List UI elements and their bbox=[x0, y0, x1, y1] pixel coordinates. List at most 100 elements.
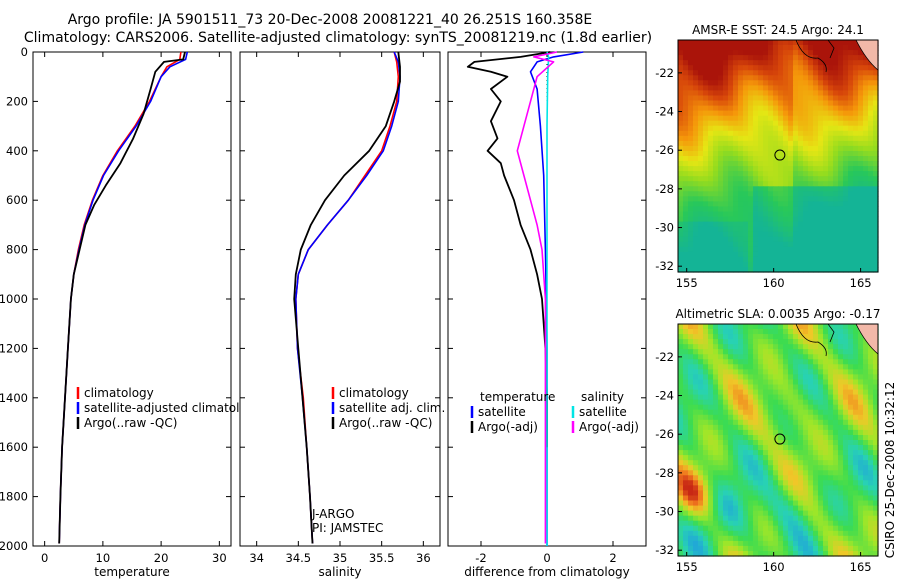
map-cell bbox=[768, 65, 774, 71]
map-cell bbox=[773, 414, 779, 421]
map-cell bbox=[848, 236, 854, 243]
map-cell bbox=[853, 435, 859, 441]
map-cell bbox=[808, 349, 814, 355]
map-cell bbox=[873, 359, 879, 365]
map-cell bbox=[718, 241, 724, 248]
map-cell bbox=[698, 485, 704, 491]
map-cell bbox=[848, 176, 854, 182]
map-cell bbox=[868, 186, 874, 192]
map-cell bbox=[758, 201, 764, 207]
map-cell bbox=[738, 414, 744, 421]
map-cell bbox=[813, 460, 819, 466]
map-cell bbox=[818, 186, 824, 192]
map-cell bbox=[828, 379, 834, 386]
map-cell bbox=[738, 500, 744, 507]
map-cell bbox=[738, 151, 744, 157]
map-cell bbox=[723, 515, 729, 522]
map-cell bbox=[708, 551, 714, 557]
map-cell bbox=[813, 485, 819, 491]
map-cell bbox=[693, 440, 699, 446]
map-cell bbox=[768, 231, 774, 238]
map-cell bbox=[763, 125, 769, 132]
map-cell bbox=[723, 535, 729, 542]
map-cell bbox=[713, 424, 719, 431]
map-cell bbox=[873, 424, 879, 431]
map-cell bbox=[788, 525, 794, 532]
map-cell bbox=[758, 490, 764, 496]
map-cell bbox=[763, 394, 769, 401]
map-cell bbox=[758, 530, 764, 537]
map-cell bbox=[708, 206, 714, 212]
map-cell bbox=[788, 221, 794, 228]
map-cell bbox=[823, 161, 829, 167]
map-cell bbox=[788, 540, 794, 547]
map-cell bbox=[833, 409, 839, 416]
map-cell bbox=[858, 105, 864, 112]
map-cell bbox=[708, 540, 714, 547]
map-cell bbox=[678, 75, 684, 81]
map-cell bbox=[688, 231, 694, 238]
map-cell bbox=[753, 231, 759, 238]
map-cell bbox=[848, 505, 854, 512]
map-cell bbox=[833, 130, 839, 137]
map-cell bbox=[728, 384, 734, 391]
map-cell bbox=[788, 145, 794, 152]
map-cell bbox=[773, 80, 779, 86]
map-cell bbox=[833, 440, 839, 446]
map-cell bbox=[808, 221, 814, 228]
map-cell bbox=[813, 465, 819, 471]
map-cell bbox=[868, 211, 874, 218]
map-cell bbox=[808, 480, 814, 486]
map-cell bbox=[873, 379, 879, 386]
map-cell bbox=[718, 231, 724, 238]
map-cell bbox=[683, 409, 689, 416]
map-cell bbox=[838, 45, 844, 51]
map-cell bbox=[813, 515, 819, 522]
map-cell bbox=[778, 145, 784, 152]
map-cell bbox=[713, 60, 719, 66]
map-cell bbox=[693, 196, 699, 202]
map-cell bbox=[703, 394, 709, 401]
map-cell bbox=[718, 379, 724, 386]
map-cell bbox=[688, 384, 694, 391]
map-cell bbox=[763, 140, 769, 147]
map-cell bbox=[758, 156, 764, 162]
map-cell bbox=[793, 75, 799, 81]
map-cell bbox=[788, 216, 794, 223]
map-cell bbox=[863, 231, 869, 238]
map-cell bbox=[738, 450, 744, 456]
map-cell bbox=[718, 55, 724, 61]
map-cell bbox=[848, 55, 854, 61]
map-cell bbox=[793, 455, 799, 461]
map-cell bbox=[793, 70, 799, 76]
map-cell bbox=[793, 551, 799, 557]
map-cell bbox=[823, 525, 829, 532]
map-cell bbox=[813, 176, 819, 182]
map-cell bbox=[728, 354, 734, 360]
map-cell bbox=[763, 359, 769, 365]
map-cell bbox=[773, 120, 779, 127]
map-cell bbox=[743, 256, 749, 263]
y-tick-label-0: 0 bbox=[21, 45, 28, 59]
map-cell bbox=[713, 186, 719, 192]
map-cell bbox=[758, 505, 764, 512]
map-cell bbox=[753, 156, 759, 162]
map-cell bbox=[868, 151, 874, 157]
map-cell bbox=[793, 110, 799, 117]
map-cell bbox=[858, 221, 864, 228]
map-cell bbox=[718, 196, 724, 202]
map-cell bbox=[768, 236, 774, 243]
map-cell bbox=[683, 525, 689, 532]
map-cell bbox=[803, 429, 809, 436]
map-cell bbox=[858, 145, 864, 152]
map-cell bbox=[728, 440, 734, 446]
map-cell bbox=[773, 339, 779, 345]
map-cell bbox=[678, 221, 684, 228]
map-cell bbox=[863, 75, 869, 81]
map-cell bbox=[748, 40, 754, 46]
map-cell bbox=[733, 359, 739, 365]
map-cell bbox=[683, 419, 689, 426]
map-cell bbox=[853, 530, 859, 537]
map-cell bbox=[703, 90, 709, 96]
coastline bbox=[795, 323, 835, 357]
